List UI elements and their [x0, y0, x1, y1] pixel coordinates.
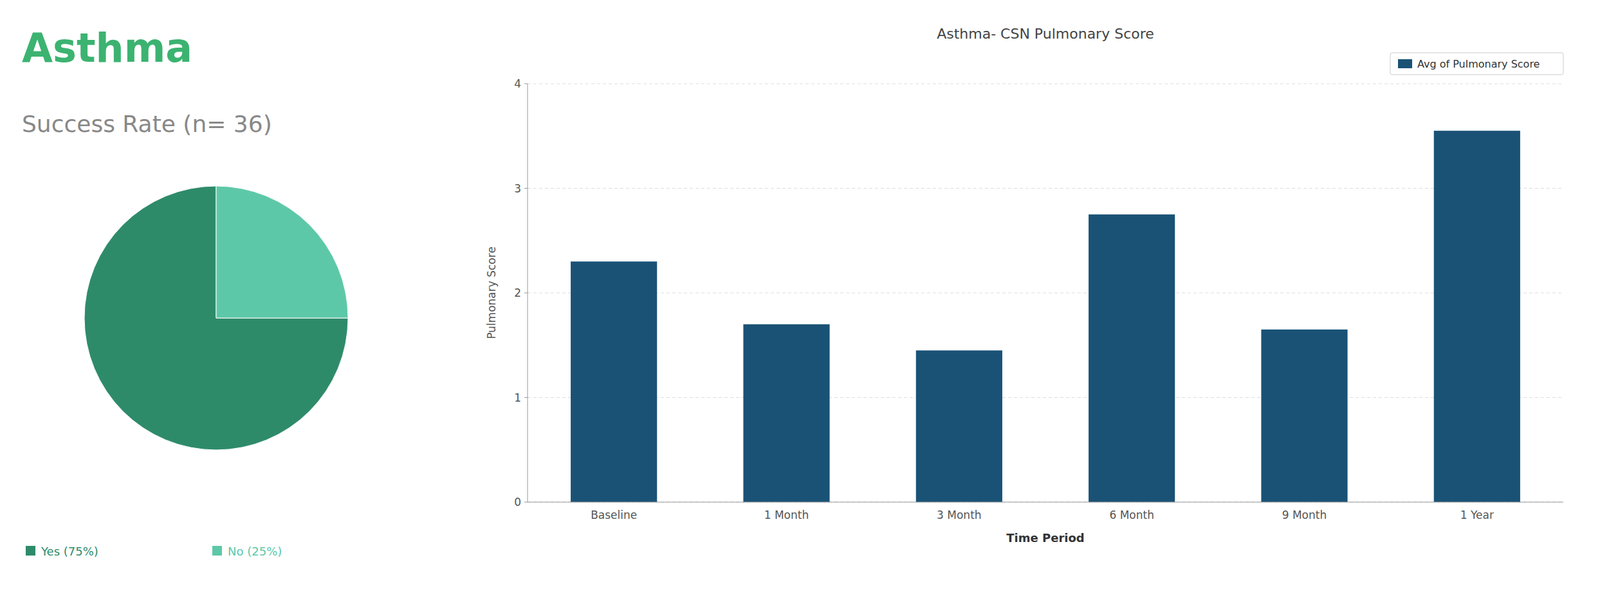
y-tick-label: 1 — [514, 391, 522, 405]
y-tick — [524, 396, 528, 398]
pie-slice — [84, 185, 349, 450]
grid — [527, 83, 1564, 502]
y-tick — [524, 187, 528, 189]
legend-label: No (25%) — [227, 544, 282, 558]
x-tick-label: 3 Month — [936, 508, 982, 522]
x-tick-label: 9 Month — [1282, 508, 1328, 522]
bar — [916, 349, 1003, 502]
pie-slice — [216, 185, 349, 318]
bar — [1434, 130, 1521, 502]
bar-panel: 0 1 2 3 4 Baseline 1 Month 3 Month 6 Month 9 Mont… — [485, 25, 1564, 545]
y-tick-label: 4 — [514, 77, 522, 91]
grid-line — [527, 187, 1564, 189]
y-ticks: 0 1 2 3 4 — [514, 77, 528, 509]
y-tick-label: 2 — [514, 286, 522, 300]
x-axis-line — [527, 501, 1564, 503]
pie-legend: Yes (75%) No (25%) — [25, 544, 282, 558]
bars — [570, 130, 1521, 502]
x-ticks: Baseline 1 Month 3 Month 6 Month 9 Month 1 Ye… — [590, 508, 1494, 522]
legend-swatch — [1397, 59, 1413, 69]
legend-label: Yes (75%) — [40, 544, 99, 558]
pie — [84, 185, 349, 450]
panel-subtitle: Success Rate (n= 36) — [21, 110, 273, 138]
y-tick — [524, 501, 528, 503]
grid-line — [527, 83, 1564, 85]
y-tick — [524, 83, 528, 85]
bar — [743, 324, 830, 502]
bar — [1260, 329, 1348, 502]
legend-swatch — [25, 545, 36, 556]
x-tick-label: 1 Year — [1460, 508, 1494, 522]
y-axis-title: Pulmonary Score — [485, 246, 498, 340]
grid-line — [527, 292, 1564, 294]
bar — [1088, 214, 1175, 502]
legend: Avg of Pulmonary Score — [1390, 52, 1564, 75]
grid-line — [527, 396, 1564, 398]
y-tick — [524, 292, 528, 294]
x-tick-label: 1 Month — [764, 508, 810, 522]
chart-title: Asthma- CSN Pulmonary Score — [936, 25, 1155, 42]
pie-panel: Asthma Success Rate (n= 36) Yes (75%) No (2… — [21, 24, 349, 558]
legend-box — [1390, 52, 1564, 75]
grid-line — [527, 501, 1564, 503]
x-tick-label: 6 Month — [1109, 508, 1155, 522]
x-tick-label: Baseline — [590, 508, 637, 522]
y-tick-label: 0 — [514, 495, 522, 509]
panel-title: Asthma — [21, 24, 193, 72]
bar — [570, 261, 657, 502]
y-tick-label: 3 — [514, 182, 522, 195]
x-axis-title: Time Period — [1006, 530, 1085, 545]
chart-canvas: Asthma Success Rate (n= 36) Yes (75%) No (2… — [0, 0, 1600, 589]
legend-swatch — [212, 545, 222, 556]
legend-label: Avg of Pulmonary Score — [1417, 57, 1540, 71]
